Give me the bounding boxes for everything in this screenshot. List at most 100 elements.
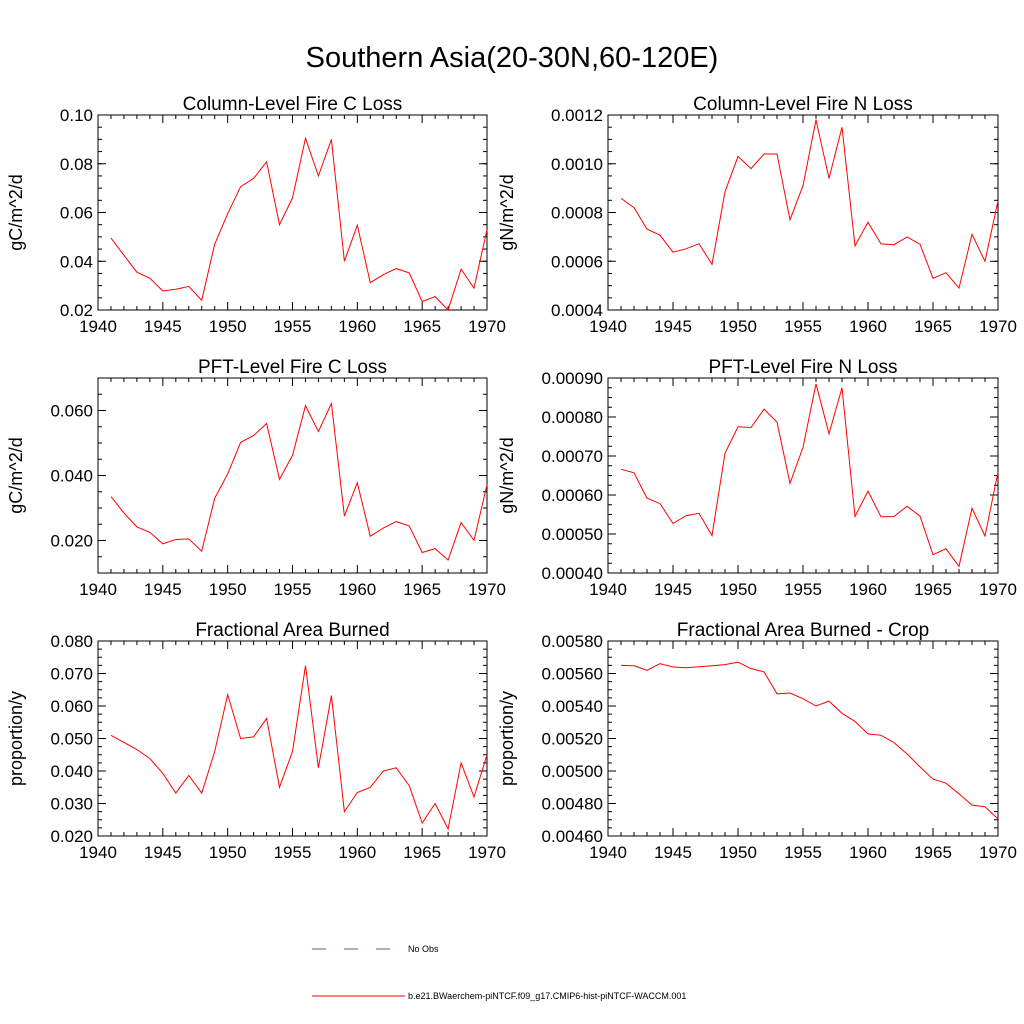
y-tick-label: 0.10 <box>60 106 93 125</box>
legend-entry: b.e21.BWaerchem-piNTCF.f09_g17.CMIP6-his… <box>312 991 686 1001</box>
x-tick-label: 1945 <box>654 580 692 599</box>
x-tick-label: 1955 <box>274 843 312 862</box>
y-tick-label: 0.0012 <box>551 106 603 125</box>
x-tick-label: 1945 <box>654 843 692 862</box>
y-tick-label: 0.00560 <box>542 665 603 684</box>
y-tick-label: 0.040 <box>50 762 93 781</box>
series-line <box>620 661 999 820</box>
y-axis-label: proportion/y <box>6 691 26 786</box>
x-tick-label: 1940 <box>589 317 627 336</box>
series-line <box>620 383 999 568</box>
y-tick-label: 0.00080 <box>542 408 603 427</box>
x-tick-label: 1970 <box>468 580 506 599</box>
panel-6: Fractional Area Burned - Crop 1940 1945 195… <box>497 620 1017 862</box>
y-tick-label: 0.04 <box>60 252 93 271</box>
y-axis-label: gC/m^2/d <box>6 174 26 250</box>
y-tick-label: 0.070 <box>50 665 93 684</box>
x-tick-label: 1960 <box>849 843 887 862</box>
panel-title: Fractional Area Burned <box>195 620 389 641</box>
x-tick-label: 1945 <box>144 317 182 336</box>
y-tick-label: 0.060 <box>50 697 93 716</box>
legend-label: No Obs <box>408 944 439 954</box>
y-tick-label: 0.00090 <box>542 369 603 388</box>
x-tick-label: 1960 <box>338 580 376 599</box>
x-tick-label: 1970 <box>468 317 506 336</box>
series-line <box>620 119 999 290</box>
x-tick-label: 1945 <box>144 580 182 599</box>
plot-frame <box>97 377 488 574</box>
y-tick-label: 0.060 <box>50 402 93 421</box>
legend-label: b.e21.BWaerchem-piNTCF.f09_g17.CMIP6-his… <box>408 991 686 1001</box>
y-tick-label: 0.020 <box>50 827 93 846</box>
panel-title: PFT-Level Fire N Loss <box>709 357 898 378</box>
x-tick-label: 1965 <box>403 580 441 599</box>
y-tick-label: 0.00500 <box>542 762 603 781</box>
x-tick-label: 1955 <box>784 843 822 862</box>
y-tick-label: 0.00540 <box>542 697 603 716</box>
x-tick-label: 1970 <box>468 843 506 862</box>
y-tick-label: 0.06 <box>60 204 93 223</box>
x-tick-label: 1965 <box>403 317 441 336</box>
x-tick-label: 1955 <box>784 317 822 336</box>
x-tick-label: 1955 <box>784 580 822 599</box>
x-tick-label: 1940 <box>79 843 117 862</box>
y-tick-label: 0.0006 <box>551 252 603 271</box>
x-tick-label: 1945 <box>144 843 182 862</box>
y-tick-label: 0.00520 <box>542 730 603 749</box>
plot-frame <box>607 114 999 311</box>
y-tick-label: 0.00060 <box>542 486 603 505</box>
y-tick-label: 0.00040 <box>542 564 603 583</box>
plot-frame <box>97 114 488 311</box>
x-tick-label: 1965 <box>914 317 952 336</box>
y-tick-label: 0.020 <box>50 532 93 551</box>
x-tick-label: 1945 <box>654 317 692 336</box>
y-tick-label: 0.00050 <box>542 525 603 544</box>
y-tick-label: 0.00480 <box>542 795 603 814</box>
y-tick-label: 0.00580 <box>542 632 603 651</box>
y-tick-label: 0.0004 <box>551 301 603 320</box>
panel-3: PFT-Level Fire C Loss 1940 1945 1950 1955 196… <box>6 357 506 599</box>
x-tick-label: 1965 <box>914 580 952 599</box>
panel-4: PFT-Level Fire N Loss 1940 1945 1950 1955 196… <box>497 357 1017 599</box>
x-tick-label: 1950 <box>719 843 757 862</box>
y-axis-label: gN/m^2/d <box>497 174 517 250</box>
panel-2: Column-Level Fire N Loss 1940 1945 1950 1955… <box>497 94 1017 336</box>
x-tick-label: 1965 <box>403 843 441 862</box>
y-axis-label: gC/m^2/d <box>6 437 26 513</box>
y-tick-label: 0.08 <box>60 155 93 174</box>
y-tick-label: 0.080 <box>50 632 93 651</box>
x-tick-label: 1950 <box>719 580 757 599</box>
x-tick-label: 1965 <box>914 843 952 862</box>
x-tick-label: 1955 <box>274 580 312 599</box>
x-tick-label: 1940 <box>79 580 117 599</box>
main-title: Southern Asia(20-30N,60-120E) <box>306 42 719 74</box>
x-tick-label: 1970 <box>979 580 1017 599</box>
y-tick-label: 0.030 <box>50 795 93 814</box>
x-tick-label: 1950 <box>719 317 757 336</box>
y-axis-label: proportion/y <box>497 691 517 786</box>
y-tick-label: 0.0010 <box>551 155 603 174</box>
panels: Column-Level Fire C Loss 1940 1945 1950 1955… <box>6 94 1017 862</box>
panel-5: Fractional Area Burned 1940 1945 1950 1955 19… <box>6 620 506 862</box>
legend-entry: No Obs <box>312 944 439 954</box>
y-tick-label: 0.00460 <box>542 827 603 846</box>
legend: No Obs b.e21.BWaerchem-piNTCF.f09_g17.CMI… <box>312 944 686 1001</box>
x-tick-label: 1960 <box>338 843 376 862</box>
panel-title: PFT-Level Fire C Loss <box>198 357 387 378</box>
y-tick-label: 0.00070 <box>542 447 603 466</box>
x-tick-label: 1950 <box>209 580 247 599</box>
x-tick-label: 1950 <box>209 843 247 862</box>
series-line <box>110 401 488 561</box>
x-tick-label: 1940 <box>589 580 627 599</box>
y-tick-label: 0.050 <box>50 730 93 749</box>
y-axis-label: gN/m^2/d <box>497 437 517 513</box>
x-tick-label: 1940 <box>79 317 117 336</box>
panel-1: Column-Level Fire C Loss 1940 1945 1950 1955… <box>6 94 506 336</box>
panel-title: Column-Level Fire C Loss <box>183 94 403 115</box>
x-tick-label: 1960 <box>849 580 887 599</box>
plot-frame <box>607 377 999 574</box>
y-tick-label: 0.0008 <box>551 204 603 223</box>
series-line <box>110 136 488 311</box>
x-tick-label: 1955 <box>274 317 312 336</box>
